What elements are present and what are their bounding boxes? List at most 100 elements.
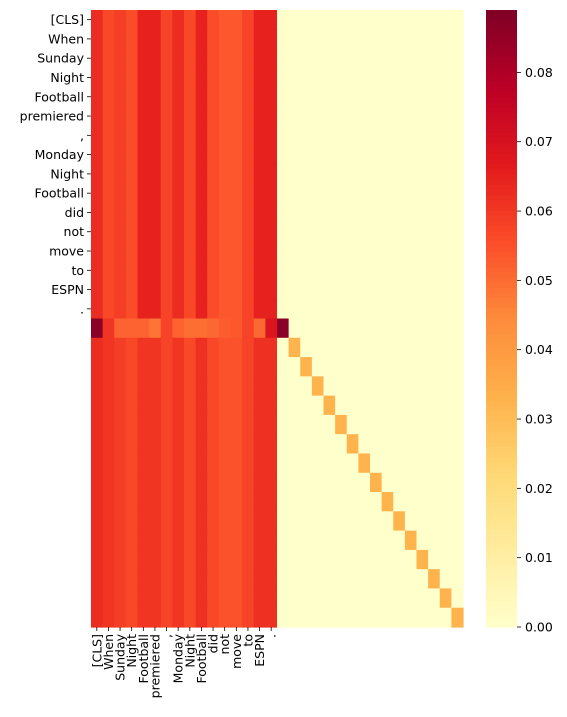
heatmap-cell <box>149 125 162 146</box>
row-tick-label: Football <box>35 186 84 201</box>
heatmap-cell <box>335 183 348 204</box>
heatmap-cell <box>184 376 197 397</box>
heatmap-cell <box>172 164 185 185</box>
heatmap-cell <box>91 434 104 455</box>
heatmap-cell <box>311 357 325 377</box>
heatmap-cell <box>404 376 418 397</box>
heatmap-cell <box>288 144 301 165</box>
heatmap-cell <box>242 376 255 397</box>
heatmap-cell <box>114 48 127 69</box>
heatmap-cell <box>230 222 243 242</box>
heatmap-cell <box>160 530 173 551</box>
heatmap-cell <box>160 299 173 320</box>
heatmap-cell <box>149 569 162 590</box>
heatmap-cell <box>404 453 418 474</box>
heatmap-cell <box>370 67 383 88</box>
heatmap-cell <box>149 318 162 339</box>
heatmap-cell <box>160 183 173 204</box>
heatmap-cell <box>265 472 278 493</box>
heatmap-cell <box>125 260 139 281</box>
heatmap-cell <box>160 202 173 223</box>
heatmap-cell <box>300 588 313 609</box>
heatmap-cell <box>149 222 162 242</box>
heatmap-cell <box>91 357 104 377</box>
heatmap-cell <box>300 164 313 185</box>
heatmap-cell <box>381 530 394 551</box>
heatmap-cell <box>184 530 197 551</box>
heatmap-cell <box>439 607 452 628</box>
heatmap-cell <box>114 202 127 223</box>
heatmap-cell <box>323 164 336 185</box>
heatmap-cell <box>172 48 185 69</box>
heatmap-cell <box>102 10 115 30</box>
colorbar-segment <box>486 236 517 242</box>
heatmap-cell <box>137 183 150 204</box>
heatmap-cell <box>102 106 115 127</box>
colorbar-segment <box>486 246 517 253</box>
heatmap-cell <box>439 48 452 69</box>
heatmap-cell <box>195 395 208 416</box>
heatmap-cell <box>195 87 208 108</box>
heatmap-cell <box>277 472 290 493</box>
heatmap-cell <box>137 10 150 30</box>
heatmap-cell <box>195 222 208 242</box>
heatmap-cell <box>311 241 325 262</box>
colorbar-segment <box>486 333 517 340</box>
heatmap-cell <box>335 530 348 551</box>
heatmap-cell <box>346 530 359 551</box>
heatmap-cell <box>242 357 255 377</box>
heatmap-cell <box>300 241 313 262</box>
heatmap-cell <box>311 29 325 50</box>
heatmap-cell <box>288 10 301 30</box>
heatmap-cell <box>125 279 139 300</box>
heatmap-cell <box>277 29 290 50</box>
heatmap-cell <box>277 588 290 609</box>
heatmap-cell <box>137 376 150 397</box>
heatmap-cell <box>230 183 243 204</box>
heatmap-cell <box>277 357 290 377</box>
heatmap-cell <box>125 530 139 551</box>
heatmap-cell <box>277 87 290 108</box>
heatmap-cell <box>91 106 104 127</box>
heatmap-cell <box>102 492 115 512</box>
colorbar-segment <box>486 441 517 448</box>
heatmap-cell <box>404 67 418 88</box>
heatmap-cell <box>370 202 383 223</box>
heatmap-cell <box>137 492 150 512</box>
heatmap-cell <box>91 607 104 628</box>
heatmap-cell <box>184 453 197 474</box>
heatmap-cell <box>125 453 139 474</box>
heatmap-cell <box>370 453 383 474</box>
heatmap-cell <box>381 10 394 30</box>
heatmap-cell <box>149 492 162 512</box>
heatmap-cell <box>428 607 441 628</box>
heatmap-cell <box>242 183 255 204</box>
heatmap-cell <box>218 260 232 281</box>
heatmap-cell <box>277 395 290 416</box>
colorbar-segment <box>486 400 517 407</box>
heatmap-cell <box>335 29 348 50</box>
heatmap-cell <box>300 337 313 358</box>
heatmap-cell <box>381 67 394 88</box>
heatmap-cell <box>242 434 255 455</box>
colorbar-segment <box>486 452 517 458</box>
heatmap-cell <box>370 549 383 570</box>
heatmap-cell <box>114 549 127 570</box>
heatmap-cell <box>149 434 162 455</box>
heatmap-cell <box>381 492 394 512</box>
heatmap-cell <box>428 511 441 532</box>
colorbar-segment <box>486 184 517 191</box>
heatmap-cell <box>242 472 255 493</box>
heatmap-cell <box>404 337 418 358</box>
heatmap-cell <box>114 414 127 435</box>
heatmap-cell <box>160 106 173 127</box>
heatmap-cell <box>300 607 313 628</box>
heatmap-cell <box>323 279 336 300</box>
heatmap-cell <box>311 318 325 339</box>
heatmap-cell <box>404 260 418 281</box>
heatmap-cell <box>195 414 208 435</box>
heatmap-cell <box>381 260 394 281</box>
heatmap-cell <box>218 569 232 590</box>
colorbar-segment <box>486 143 517 150</box>
heatmap-cell <box>218 511 232 532</box>
